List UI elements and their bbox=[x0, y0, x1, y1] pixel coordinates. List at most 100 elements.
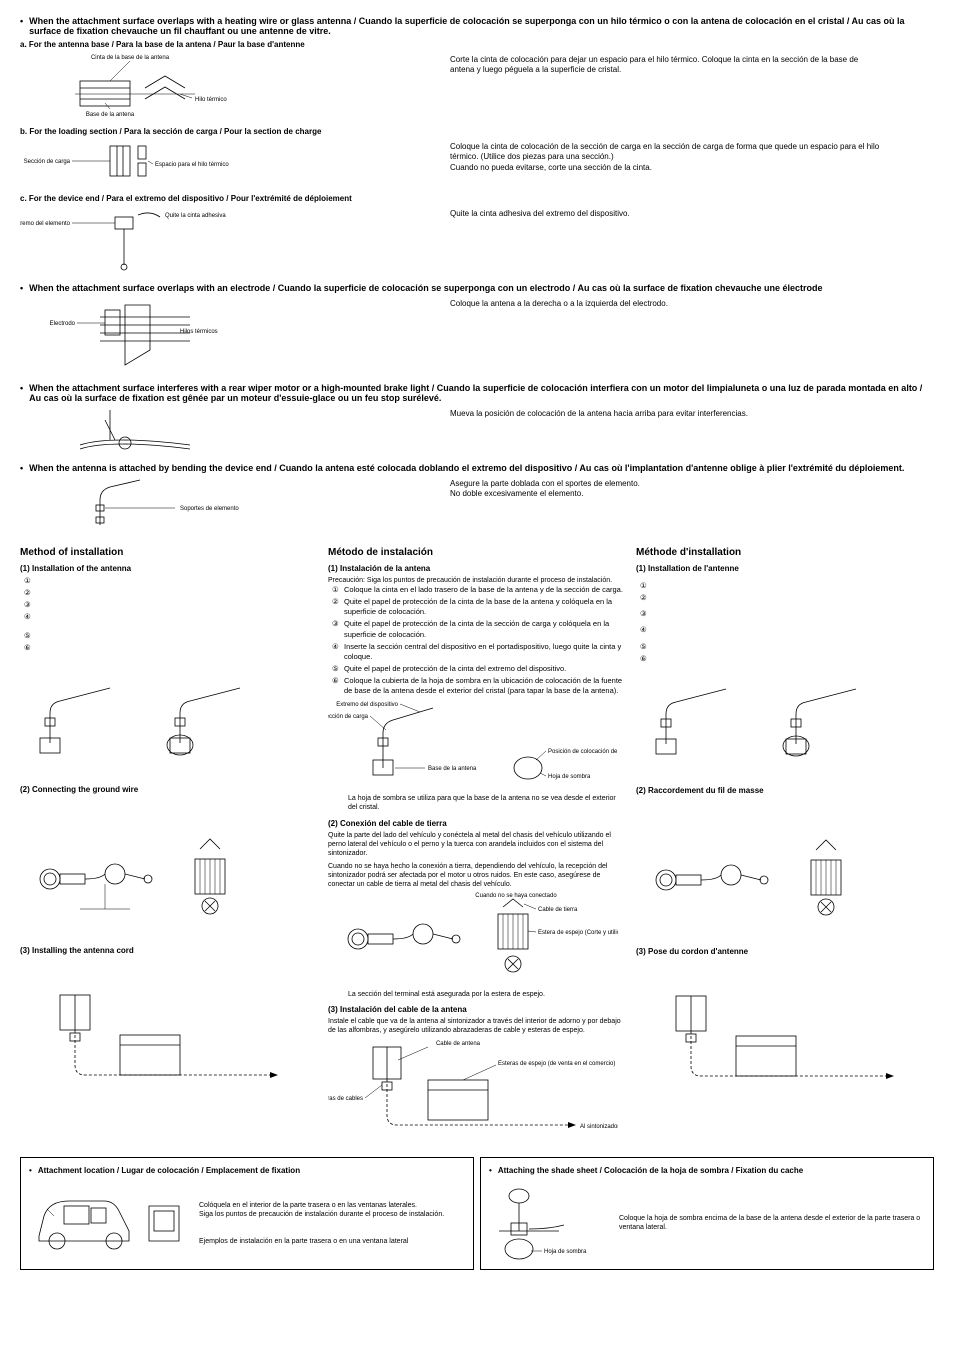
text-c: Quite la cinta adhesiva del extremo del … bbox=[450, 205, 880, 219]
row-c: Extremo del elemento Quite la cinta adhe… bbox=[20, 205, 934, 277]
box-location: • Attachment location / Lugar de colocac… bbox=[20, 1157, 474, 1270]
svg-text:Abrazaderas de cables: Abrazaderas de cables bbox=[328, 1096, 363, 1102]
sub-c-head: c. For the device end / Para el extremo … bbox=[20, 194, 934, 203]
s2-text2: Cuando no se haya hecho la conexión a ti… bbox=[328, 862, 626, 889]
fig-s1-en bbox=[20, 683, 318, 765]
row-bend: Soportes de elemento Asegure la parte do… bbox=[20, 475, 934, 537]
heading-wiper: • When the attachment surface interferes… bbox=[20, 383, 934, 403]
heading-text: When the attachment surface interferes w… bbox=[29, 383, 934, 403]
sub-b-head: b. For the loading section / Para la sec… bbox=[20, 127, 934, 136]
fig-wiper bbox=[20, 405, 450, 457]
fig-s2-es: Cuando no se haya conectado Cable de tie… bbox=[328, 889, 626, 986]
fig-shade: Hoja de sombra bbox=[489, 1181, 609, 1261]
bullet: • bbox=[20, 383, 23, 403]
svg-text:Hoja de sombra: Hoja de sombra bbox=[548, 774, 591, 780]
es1: Coloque la cinta en el lado trasero de l… bbox=[344, 585, 623, 595]
box2-text: Coloque la hoja de sombra encima de la b… bbox=[619, 1214, 925, 1232]
col-es: Método de instalación (1) Instalación de… bbox=[328, 537, 626, 1147]
s1-precaution: Precaución: Siga los puntos de precaució… bbox=[328, 576, 626, 585]
label-thermal-wires: Hilos térmicos bbox=[180, 329, 218, 335]
row-a: Cinta de la base de la antena Base de la… bbox=[20, 51, 934, 123]
label-end: Extremo del elemento bbox=[20, 221, 71, 227]
es5: Quite el papel de protección de la cinta… bbox=[344, 664, 566, 674]
fig-a: Cinta de la base de la antena Base de la… bbox=[20, 51, 450, 123]
es6: Coloque la cubierta de la hoja de sombra… bbox=[344, 676, 626, 696]
fig-s1-fr bbox=[636, 684, 934, 766]
row-wiper: Mueva la posición de colocación de la an… bbox=[20, 405, 934, 457]
s1-es-list: ①Coloque la cinta en el lado trasero de … bbox=[332, 585, 626, 696]
fig-s3-es: Cable de antena Esteras de espejo (de ve… bbox=[328, 1035, 626, 1147]
heading-electrode: • When the attachment surface overlaps w… bbox=[20, 283, 934, 293]
svg-text:Hoja de sombra: Hoja de sombra bbox=[544, 1249, 587, 1255]
col-fr: Méthode d'installation (1) Installation … bbox=[636, 537, 934, 1147]
sub-a-head: a. For the antenna base / Para la base d… bbox=[20, 40, 934, 49]
fig-b: Sección de carga Espacio para el hilo té… bbox=[20, 138, 450, 190]
svg-text:Posición de colocación de la h: Posición de colocación de la hoja de som… bbox=[548, 749, 618, 755]
label-electrode: Electrodo bbox=[50, 321, 76, 327]
s2-fr-head: (2) Raccordement du fil de masse bbox=[636, 786, 934, 795]
box-shade: • Attaching the shade sheet / Colocación… bbox=[480, 1157, 934, 1270]
fig-electrode: Electrodo Hilos térmicos bbox=[20, 295, 450, 377]
svg-text:Cable de antena: Cable de antena bbox=[436, 1041, 481, 1047]
s1-es-head: (1) Instalación de la antena bbox=[328, 564, 626, 573]
methods-row: Method of installation (1) Installation … bbox=[20, 537, 934, 1147]
s2-note: La sección del terminal está asegurada p… bbox=[348, 990, 626, 999]
text-electrode: Coloque la antena a la derecha o a la iz… bbox=[450, 295, 880, 309]
fig-s3-en bbox=[20, 985, 318, 1097]
svg-text:Al sintonizador: Al sintonizador bbox=[580, 1124, 618, 1130]
heading-text: When the antenna is attached by bending … bbox=[29, 463, 904, 473]
fig-s2-en bbox=[20, 834, 318, 926]
text-bend: Asegure la parte doblada con el sportes … bbox=[450, 475, 880, 500]
label-load: Sección de carga bbox=[24, 159, 71, 165]
bullet: • bbox=[20, 283, 23, 293]
box1-text1: Colóquela en el interior de la parte tra… bbox=[199, 1201, 465, 1219]
s3-en-head: (3) Installing the antenna cord bbox=[20, 946, 318, 955]
s2-text1: Quite la parte del lado del vehículo y c… bbox=[328, 831, 626, 858]
method-fr-title: Méthode d'installation bbox=[636, 547, 934, 558]
heading-bend: • When the antenna is attached by bendin… bbox=[20, 463, 934, 473]
fig-s2-fr bbox=[636, 835, 934, 927]
es3: Quite el papel de protección de la cinta… bbox=[344, 619, 626, 639]
fig-s3-fr bbox=[636, 986, 934, 1098]
heading-text: When the attachment surface overlaps wit… bbox=[29, 16, 934, 36]
method-es-title: Método de instalación bbox=[328, 547, 626, 558]
s2-en-head: (2) Connecting the ground wire bbox=[20, 785, 318, 794]
row-b: Sección de carga Espacio para el hilo té… bbox=[20, 138, 934, 190]
box1-head-text: Attachment location / Lugar de colocació… bbox=[38, 1166, 300, 1175]
s1-note: La hoja de sombra se utiliza para que la… bbox=[348, 794, 626, 812]
label-gap: Espacio para el hilo térmico bbox=[155, 162, 229, 168]
s1-en-head: (1) Installation of the antenna bbox=[20, 564, 318, 573]
box1-head: • Attachment location / Lugar de colocac… bbox=[29, 1166, 465, 1175]
box2-head: • Attaching the shade sheet / Colocación… bbox=[489, 1166, 925, 1175]
svg-text:Cuando no se haya conectado: Cuando no se haya conectado bbox=[475, 893, 557, 899]
s1-en-list: ① ② ③ ④ ⑤ ⑥ bbox=[24, 576, 318, 653]
s2-es-head: (2) Conexión del cable de tierra bbox=[328, 819, 626, 828]
svg-text:Esteras de espejo (de venta en: Esteras de espejo (de venta en el comerc… bbox=[498, 1061, 615, 1067]
fig-car bbox=[29, 1181, 189, 1261]
svg-text:Cable de tierra: Cable de tierra bbox=[538, 907, 578, 913]
bullet: • bbox=[20, 16, 23, 36]
svg-text:Base de la antena: Base de la antena bbox=[428, 766, 477, 772]
svg-text:Estera de espejo (Corte y util: Estera de espejo (Corte y utilice el tam… bbox=[538, 930, 618, 936]
s3-es-head: (3) Instalación del cable de la antena bbox=[328, 1005, 626, 1014]
svg-text:Extremo del dispositivo: Extremo del dispositivo bbox=[336, 702, 398, 708]
s3-fr-head: (3) Pose du cordon d'antenne bbox=[636, 947, 934, 956]
box2-head-text: Attaching the shade sheet / Colocación d… bbox=[498, 1166, 803, 1175]
es2: Quite el papel de protección de la cinta… bbox=[344, 597, 626, 617]
s3-text: Instale el cable que va de la antena al … bbox=[328, 1017, 626, 1035]
row-electrode: Electrodo Hilos térmicos Coloque la ante… bbox=[20, 295, 934, 377]
s1-fr-head: (1) Installation de l'antenne bbox=[636, 564, 934, 573]
bullet: • bbox=[20, 463, 23, 473]
col-en: Method of installation (1) Installation … bbox=[20, 537, 318, 1147]
fig-s1-es: Extremo del dispositivo Sección de carga… bbox=[328, 698, 626, 790]
label-wire: Hilo térmico bbox=[195, 97, 227, 103]
label-tape: Cinta de la base de la antena bbox=[91, 55, 170, 61]
heading-overlap-wire: • When the attachment surface overlaps w… bbox=[20, 16, 934, 36]
label-supports: Soportes de elemento bbox=[180, 506, 239, 512]
bottom-boxes: • Attachment location / Lugar de colocac… bbox=[20, 1157, 934, 1270]
heading-text: When the attachment surface overlaps wit… bbox=[29, 283, 822, 293]
es4: Inserte la sección central del dispositi… bbox=[344, 642, 626, 662]
text-a: Corte la cinta de colocación para dejar … bbox=[450, 51, 880, 76]
fig-bend: Soportes de elemento bbox=[20, 475, 450, 537]
text-wiper: Mueva la posición de colocación de la an… bbox=[450, 405, 880, 419]
